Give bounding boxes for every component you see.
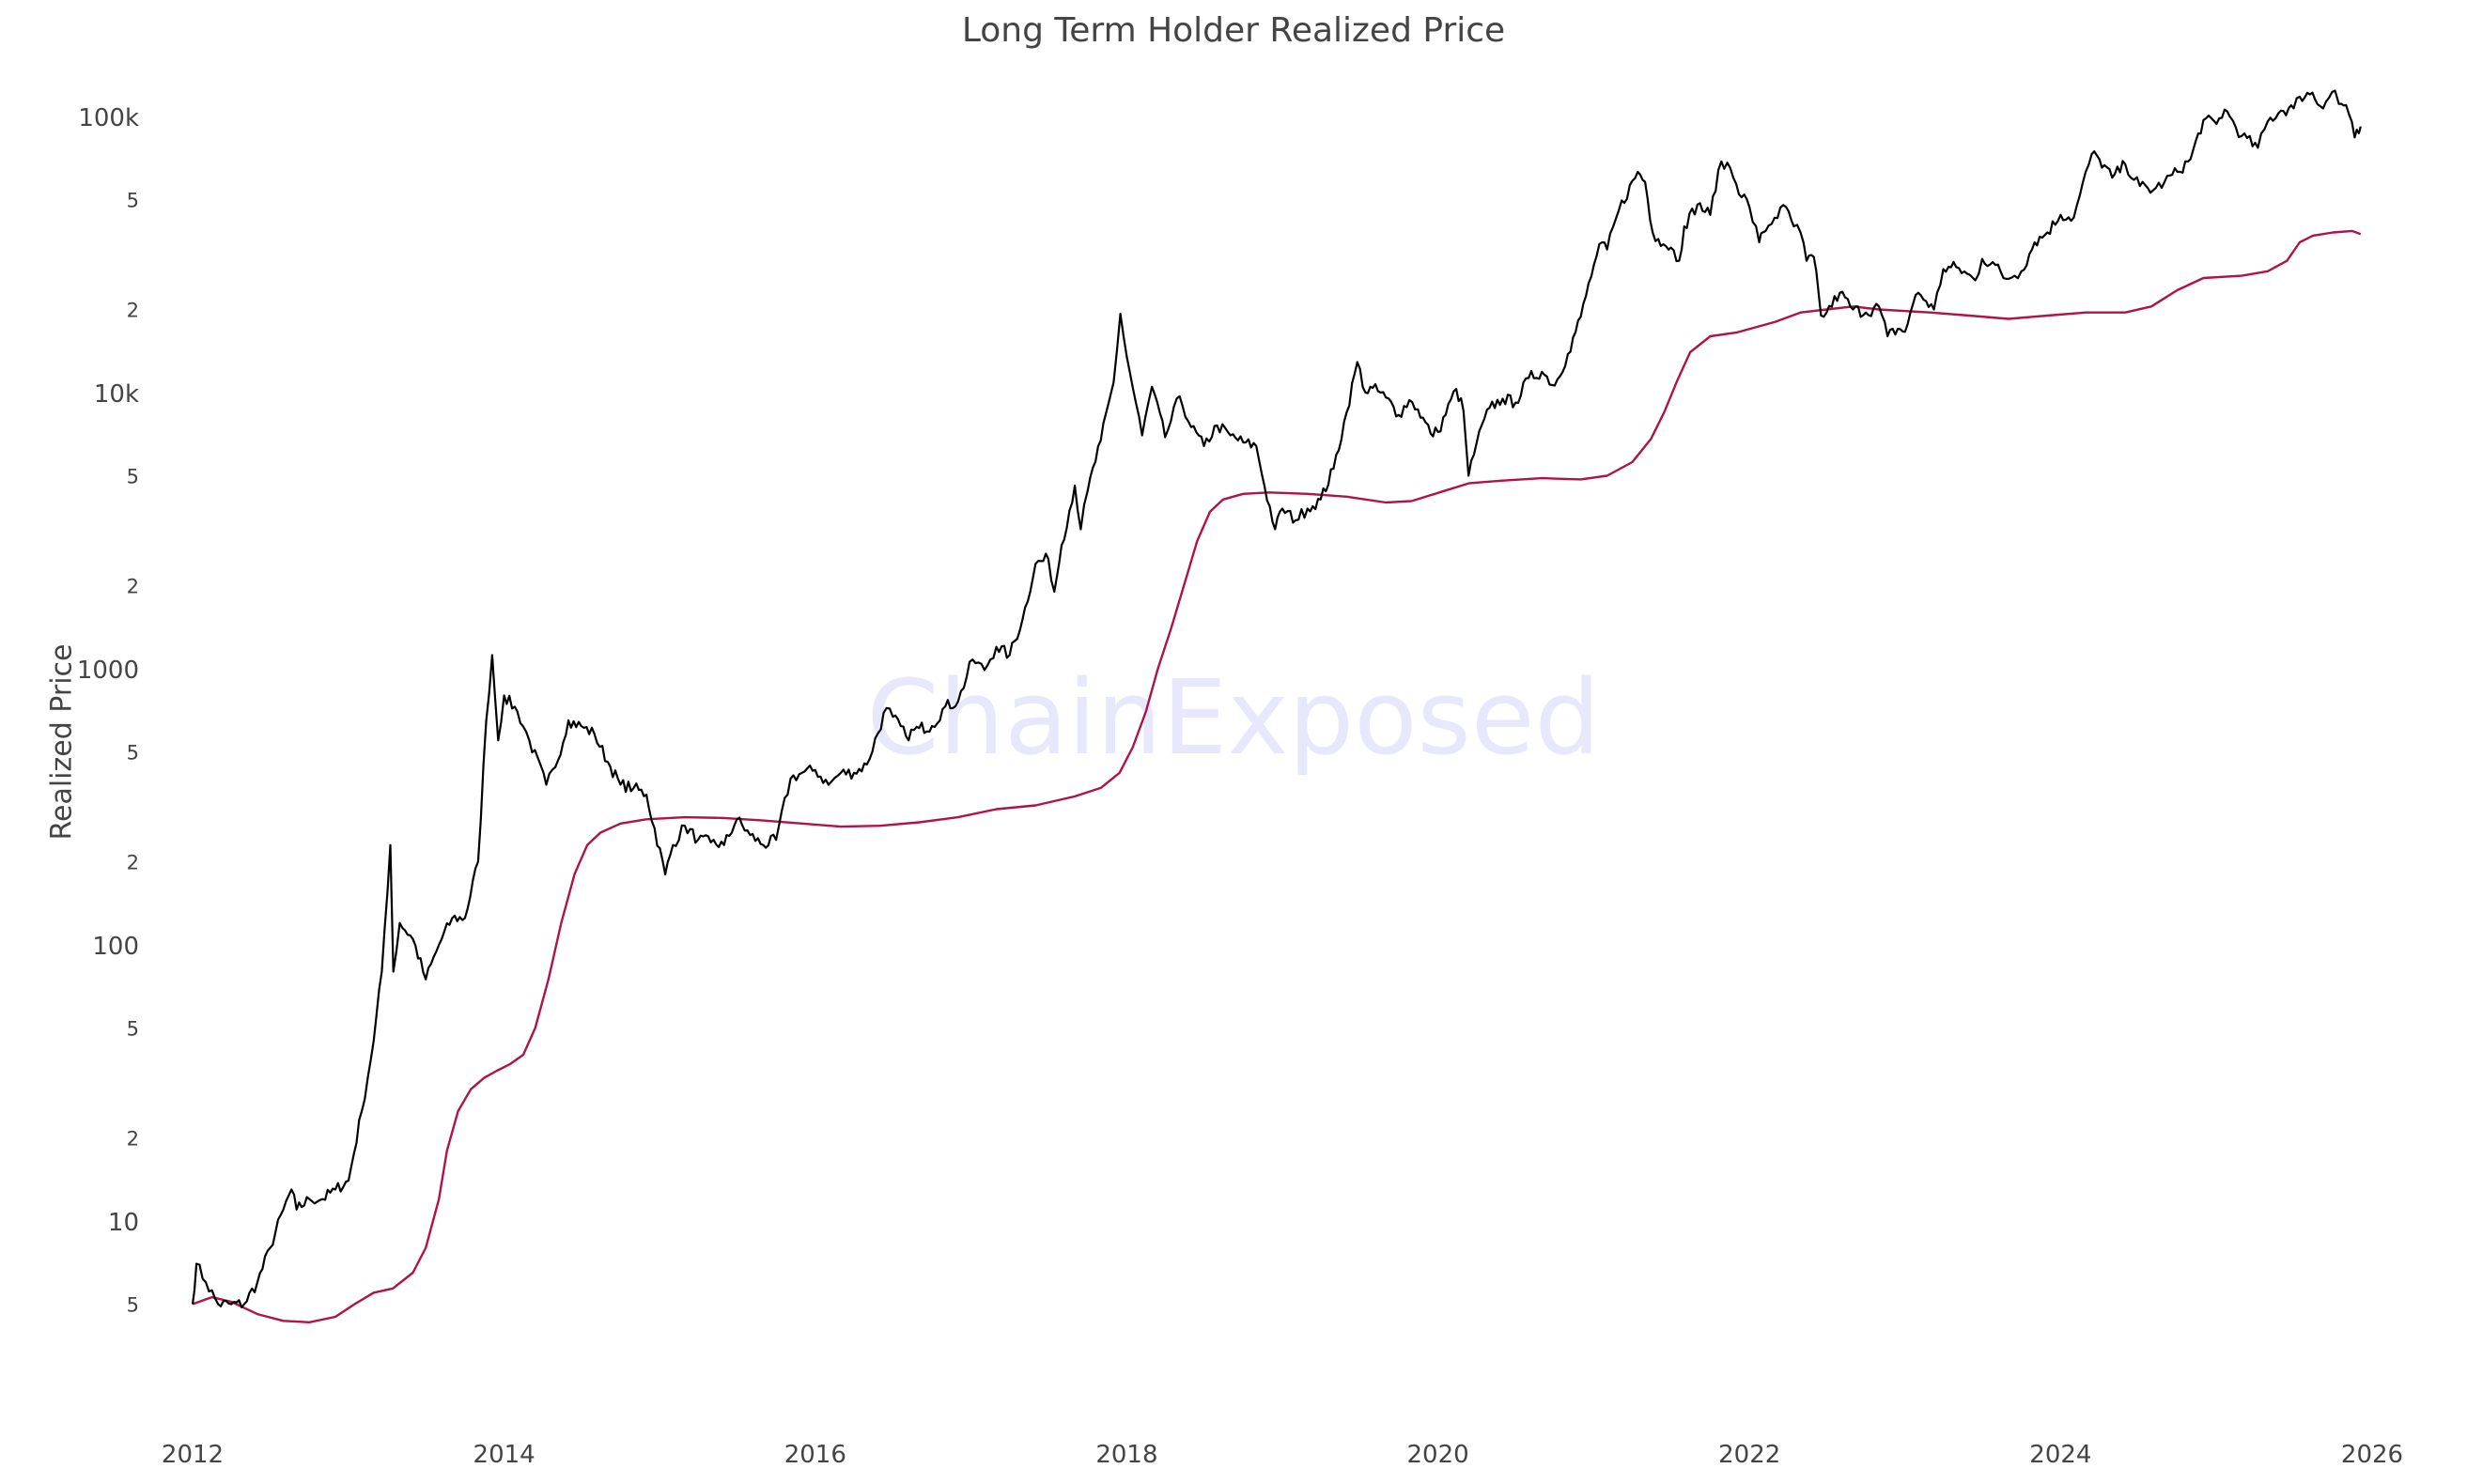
y-minor-tick-label: 2 — [127, 299, 139, 321]
y-minor-tick-label: 2 — [127, 575, 139, 597]
series-lines — [191, 89, 2362, 1323]
y-minor-tick-label: 5 — [127, 466, 139, 488]
x-tick-label: 2024 — [2029, 1441, 2091, 1469]
y-tick-label: 10 — [108, 1209, 139, 1237]
x-axis-ticks: 2012 2014 2016 2018 2020 2022 2024 2026 — [162, 1441, 2403, 1469]
x-tick-label: 2026 — [2341, 1441, 2403, 1469]
y-tick-label: 1000 — [77, 657, 139, 685]
y-minor-tick-label: 2 — [127, 851, 139, 873]
y-minor-tick-label: 5 — [127, 190, 139, 212]
y-minor-tick-label: 5 — [127, 1294, 139, 1317]
y-tick-label: 100 — [92, 933, 139, 961]
y-minor-tick-label: 2 — [127, 1127, 139, 1150]
x-tick-label: 2018 — [1095, 1441, 1157, 1469]
y-tick-label: 10k — [94, 380, 139, 409]
x-tick-label: 2014 — [473, 1441, 535, 1469]
lth-realized-price-line — [192, 229, 2362, 1323]
y-axis-ticks: 10 100 1000 10k 100k 5 2 5 2 5 2 5 2 5 — [77, 104, 139, 1317]
y-minor-tick-label: 5 — [127, 742, 139, 765]
y-minor-tick-label: 5 — [127, 1018, 139, 1041]
chart-title: Long Term Holder Realized Price — [961, 11, 1506, 50]
x-tick-label: 2022 — [1718, 1441, 1780, 1469]
y-tick-label: 100k — [78, 104, 139, 132]
price-line — [191, 89, 2362, 1308]
x-tick-label: 2016 — [784, 1441, 846, 1469]
x-tick-label: 2012 — [162, 1441, 224, 1469]
x-tick-label: 2020 — [1406, 1441, 1468, 1469]
